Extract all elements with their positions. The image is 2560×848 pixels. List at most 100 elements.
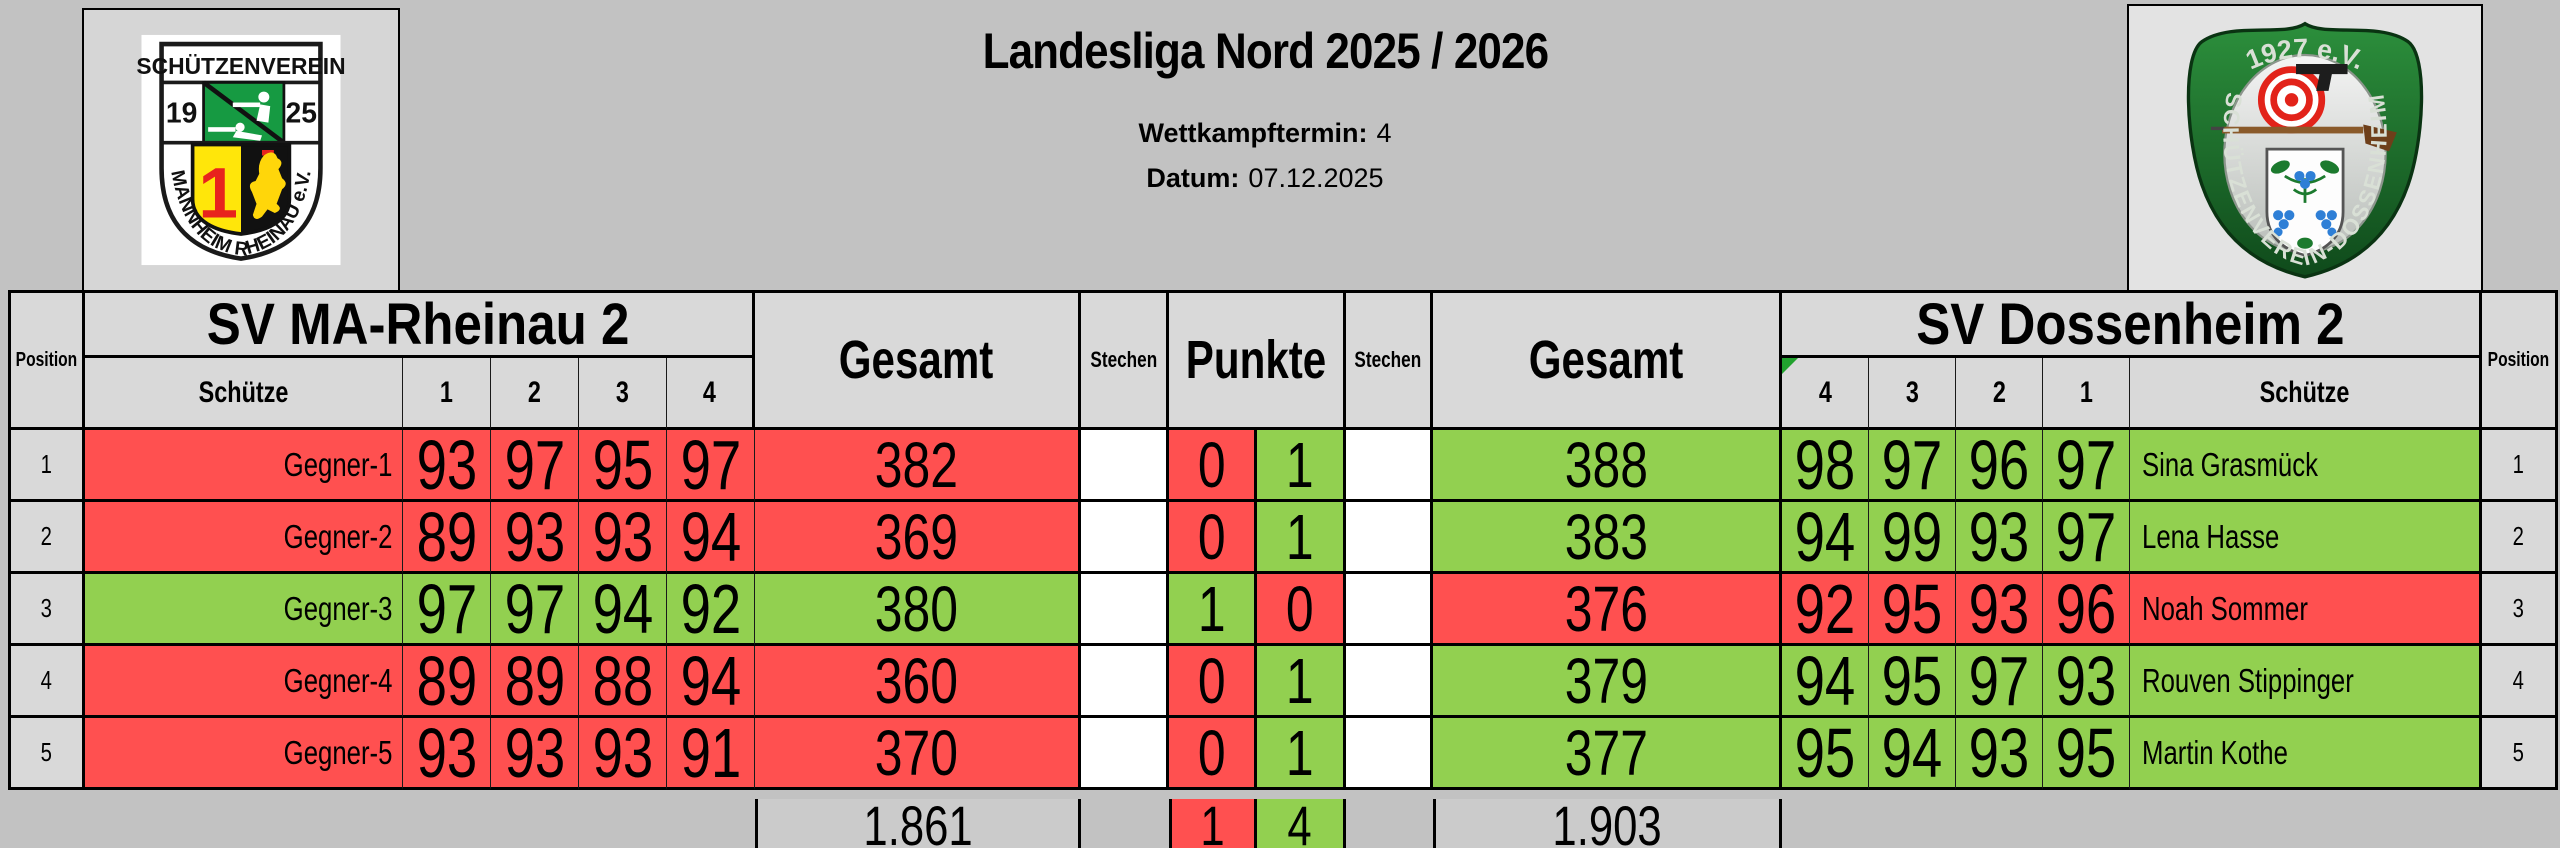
home-shooter-name: Gegner-2 — [283, 517, 392, 555]
home-series-score: 97 — [667, 426, 755, 504]
home-series-score: 93 — [579, 498, 667, 576]
away-shooter-name: Rouven Stippinger — [2142, 661, 2354, 699]
home-series-score: 89 — [403, 498, 491, 576]
away-series-score: 96 — [1956, 426, 2043, 504]
away-points-cell: 1 — [1257, 645, 1346, 718]
away-position-cell: 2 — [2482, 502, 2555, 574]
away-points-cell: 1 — [1257, 429, 1346, 502]
home-shooter-cell: Gegner-4 — [85, 646, 403, 718]
page-header: Landesliga Nord 2025 / 2026 Wettkampfter… — [420, 22, 2110, 194]
away-total-points-cell: 4 — [1257, 794, 1346, 848]
home-series-3-header: 3 — [579, 358, 667, 430]
home-shooter-cell: Gegner-2 — [85, 502, 403, 574]
away-shooter-cell: Noah Sommer — [2130, 574, 2482, 646]
away-points-cell: 1 — [1257, 717, 1346, 790]
home-series-score: 94 — [579, 570, 667, 648]
home-total-cell: 382 — [755, 429, 1081, 502]
home-position-cell: 3 — [11, 574, 85, 646]
left-logo-year-left: 19 — [166, 97, 197, 129]
away-stechen-cell — [1346, 502, 1433, 574]
home-total-cell: 370 — [755, 717, 1081, 790]
home-points-cell: 0 — [1169, 501, 1257, 574]
home-stechen-cell — [1081, 430, 1169, 502]
away-position-header: Position — [2482, 293, 2555, 430]
match-row-1: 1 Gegner-1 93 97 95 97 382 0 1 388 98 97… — [11, 426, 2555, 504]
away-series-score: 92 — [1782, 570, 1869, 648]
home-series-score: 93 — [579, 714, 667, 792]
away-series-score: 94 — [1782, 642, 1869, 720]
match-row-3: 3 Gegner-3 97 97 94 92 380 1 0 376 92 95… — [11, 570, 2555, 648]
away-team-header: SV Dossenheim 2 — [1782, 292, 2482, 358]
away-grand-total-cell: 1.903 — [1433, 794, 1782, 848]
home-shooter-cell: Gegner-3 — [85, 574, 403, 646]
sv-dossenheim-crest: 1927 e.V. SCHÜTZENVEREIN-DOSSENHE — [2186, 21, 2424, 279]
punkte-header: Punkte — [1169, 293, 1346, 430]
home-total-points-cell: 1 — [1169, 794, 1257, 848]
home-stechen-header: Stechen — [1081, 293, 1169, 430]
away-series-score: 95 — [2043, 714, 2130, 792]
page-title: Landesliga Nord 2025 / 2026 — [420, 22, 2110, 80]
away-shooter-cell: Lena Hasse — [2130, 502, 2482, 574]
totals-row: 1.861 1 4 1.903 — [11, 794, 2555, 848]
away-stechen-cell — [1346, 430, 1433, 502]
home-grand-total-cell: 1.861 — [755, 794, 1081, 848]
home-schuetze-header: Schütze — [85, 358, 403, 430]
away-shooter-name: Sina Grasmück — [2142, 445, 2318, 483]
home-series-score: 94 — [667, 498, 755, 576]
away-series-score: 93 — [1956, 714, 2043, 792]
home-series-2-header: 2 — [491, 358, 579, 430]
away-series-score: 97 — [1869, 426, 1956, 504]
away-series-score: 95 — [1782, 714, 1869, 792]
left-logo-year-right: 25 — [286, 97, 317, 129]
away-shooter-name: Lena Hasse — [2142, 517, 2280, 555]
away-shooter-name: Noah Sommer — [2142, 589, 2308, 627]
match-row-4: 4 Gegner-4 89 89 88 94 360 0 1 379 94 95… — [11, 642, 2555, 720]
home-series-score: 93 — [491, 714, 579, 792]
home-points-cell: 1 — [1169, 573, 1257, 646]
away-shooter-cell: Martin Kothe — [2130, 718, 2482, 790]
home-gesamt-header: Gesamt — [755, 293, 1081, 430]
away-series-score: 94 — [1782, 498, 1869, 576]
away-position-cell: 4 — [2482, 646, 2555, 718]
home-points-cell: 0 — [1169, 429, 1257, 502]
home-total-cell: 369 — [755, 501, 1081, 574]
datum-line: Datum: 07.12.2025 — [420, 163, 2110, 194]
away-series-score: 94 — [1869, 714, 1956, 792]
home-shooter-cell: Gegner-1 — [85, 430, 403, 502]
home-series-score: 95 — [579, 426, 667, 504]
datum-label: Datum: — [1146, 163, 1240, 193]
home-series-1-header: 1 — [403, 358, 491, 430]
home-series-score: 93 — [403, 714, 491, 792]
away-series-2-header: 2 — [1956, 358, 2043, 430]
home-series-score: 94 — [667, 642, 755, 720]
away-points-cell: 0 — [1257, 573, 1346, 646]
home-series-score: 97 — [491, 426, 579, 504]
home-shooter-cell: Gegner-5 — [85, 718, 403, 790]
away-points-cell: 1 — [1257, 501, 1346, 574]
away-position-cell: 1 — [2482, 430, 2555, 502]
away-total-cell: 388 — [1433, 429, 1782, 502]
home-stechen-cell — [1081, 574, 1169, 646]
table-header: Position SV MA-Rheinau 2 Schütze 1 2 3 4… — [11, 292, 2555, 430]
home-stechen-cell — [1081, 646, 1169, 718]
home-series-score: 89 — [403, 642, 491, 720]
away-series-score: 98 — [1782, 426, 1869, 504]
home-position-cell: 2 — [11, 502, 85, 574]
home-series-score: 93 — [403, 426, 491, 504]
away-series-4-header: 4 — [1782, 358, 1869, 430]
sv-mannheim-rheinau-crest: SCHÜTZENVEREIN 19 25 1 — [136, 34, 346, 266]
match-row-2: 2 Gegner-2 89 93 93 94 369 0 1 383 94 99… — [11, 498, 2555, 576]
home-series-score: 89 — [491, 642, 579, 720]
home-series-score: 93 — [491, 498, 579, 576]
away-shooter-name: Martin Kothe — [2142, 733, 2288, 771]
away-stechen-header: Stechen — [1346, 293, 1433, 430]
datum-value: 07.12.2025 — [1248, 163, 1384, 193]
away-series-1-header: 1 — [2043, 358, 2130, 430]
home-stechen-cell — [1081, 502, 1169, 574]
wettkampftermin-value: 4 — [1376, 118, 1392, 148]
excel-error-indicator-icon — [1782, 358, 1798, 374]
away-series-score: 99 — [1869, 498, 1956, 576]
away-series-score: 97 — [1956, 642, 2043, 720]
home-position-cell: 1 — [11, 430, 85, 502]
page-title-text: Landesliga Nord 2025 / 2026 — [982, 23, 1549, 79]
